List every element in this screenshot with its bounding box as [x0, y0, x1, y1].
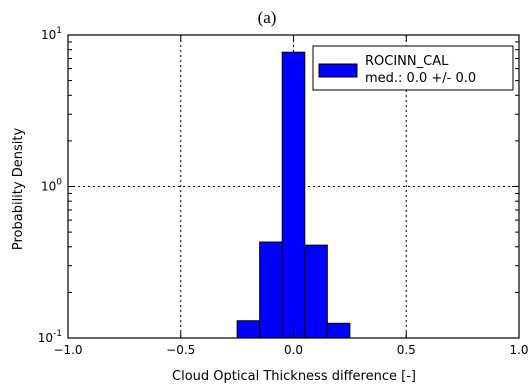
x-tick-label: 0.0	[284, 343, 303, 357]
y-tick-labels: 10-1 100 101	[38, 26, 63, 345]
y-axis-label: Probability Density	[11, 128, 26, 251]
y-tick-label: 101	[41, 26, 62, 42]
x-tick-labels: −1.0 −0.5 0.0 0.5 1.0	[53, 343, 528, 357]
legend-swatch	[318, 63, 358, 78]
legend-stats: med.: 0.0 +/- 0.0	[365, 71, 476, 86]
legend: ROCINN_CAL med.: 0.0 +/- 0.0	[312, 45, 514, 91]
histogram-bar	[304, 244, 328, 339]
x-tick-label: −1.0	[53, 343, 82, 357]
x-axis-label: Cloud Optical Thickness difference [-]	[172, 369, 416, 384]
legend-series-name: ROCINN_CAL	[365, 54, 449, 69]
x-tick-label: 0.5	[397, 343, 416, 357]
x-tick-label: −0.5	[166, 343, 195, 357]
histogram-bar	[326, 322, 351, 339]
axis-ticks	[67, 34, 520, 339]
histogram-bars	[236, 51, 351, 339]
histogram-bar	[236, 320, 261, 339]
y-tick-label: 100	[41, 178, 62, 194]
histogram-bar	[259, 241, 283, 339]
panel-label: (a)	[258, 8, 277, 27]
x-tick-label: 1.0	[509, 343, 528, 357]
y-tick-label: 10-1	[38, 329, 62, 345]
histogram-bar	[281, 51, 306, 339]
